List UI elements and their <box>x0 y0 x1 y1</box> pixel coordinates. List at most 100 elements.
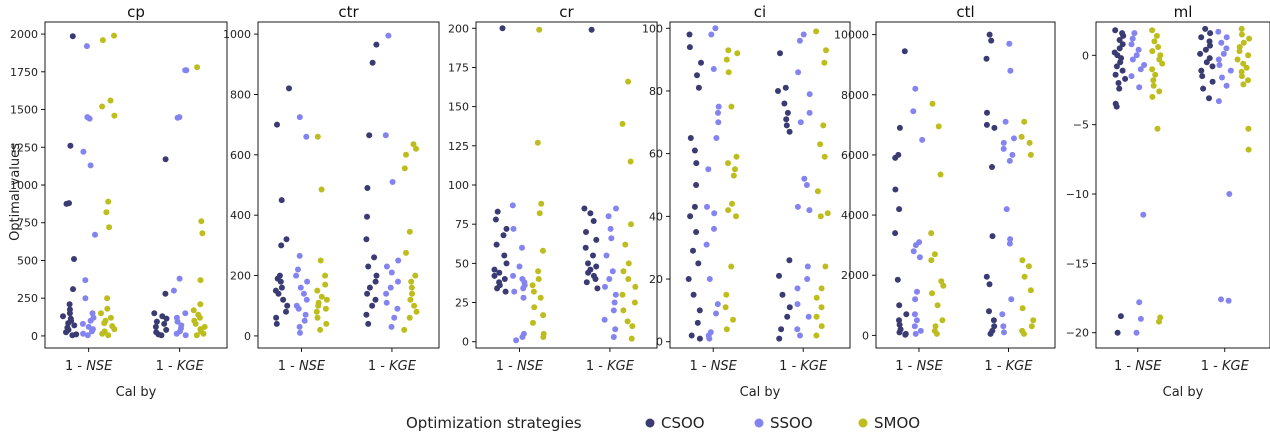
data-point-smoo <box>1149 66 1156 73</box>
data-point-ssoo <box>1216 62 1223 68</box>
data-point-ssoo <box>80 330 87 337</box>
y-tick-label: 1750 <box>10 66 38 79</box>
plot-frame <box>475 21 658 349</box>
data-point-smoo <box>722 304 729 311</box>
data-point-smoo <box>535 276 542 282</box>
data-point-smoo <box>729 200 735 207</box>
data-point-smoo <box>531 304 538 311</box>
data-point-csoo <box>687 135 694 141</box>
data-point-csoo <box>988 37 995 44</box>
x-tick-label: 1 - KGE <box>1201 359 1250 374</box>
data-point-ssoo <box>797 332 803 339</box>
data-point-smoo <box>619 291 626 298</box>
data-point-smoo <box>1019 305 1026 312</box>
data-point-ssoo <box>82 277 89 284</box>
subplot-ctl: ctl 0 2000 4000 6000 8000 10000 1 - NSE 1 - KGE <box>834 3 1056 374</box>
data-point-smoo <box>625 260 632 267</box>
data-point-smoo <box>104 295 111 302</box>
data-point-csoo <box>69 332 76 339</box>
data-point-csoo <box>496 269 503 276</box>
data-point-smoo <box>413 145 419 152</box>
legend-title: Optimization strategies <box>406 414 582 432</box>
data-point-ssoo <box>1227 67 1234 74</box>
data-point-csoo <box>503 260 510 267</box>
data-point-smoo <box>198 218 205 225</box>
data-point-csoo <box>585 269 592 276</box>
y-tick-label: 2000 <box>841 269 869 282</box>
data-point-smoo <box>1026 139 1033 146</box>
data-point-smoo <box>403 151 409 158</box>
data-point-csoo <box>364 213 370 220</box>
data-point-ssoo <box>296 114 303 121</box>
data-point-ssoo <box>1137 66 1144 73</box>
data-point-csoo <box>986 308 992 315</box>
data-point-csoo <box>1207 42 1213 49</box>
data-point-ssoo <box>1009 151 1016 158</box>
y-tick-label: 2000 <box>10 28 38 41</box>
data-point-smoo <box>929 100 936 107</box>
data-point-ssoo <box>613 205 619 212</box>
data-point-smoo <box>822 263 829 270</box>
data-point-smoo <box>725 47 732 54</box>
data-point-smoo <box>823 47 829 54</box>
data-point-csoo <box>903 311 910 318</box>
data-point-csoo <box>1113 103 1120 110</box>
data-point-ssoo <box>87 317 94 324</box>
data-point-smoo <box>935 123 942 130</box>
data-point-csoo <box>775 88 781 94</box>
y-tick-label: 0 <box>244 330 251 343</box>
data-point-ssoo <box>1129 35 1136 42</box>
data-point-smoo <box>111 112 118 119</box>
data-point-csoo <box>991 124 998 131</box>
data-point-smoo <box>723 56 730 63</box>
data-point-smoo <box>1240 81 1247 88</box>
data-point-csoo <box>983 121 990 128</box>
data-point-csoo <box>695 84 702 91</box>
data-point-smoo <box>723 291 730 298</box>
data-point-ssoo <box>516 263 523 270</box>
y-tick-label: 150 <box>448 101 469 114</box>
data-point-smoo <box>98 310 104 317</box>
data-point-smoo <box>813 28 820 35</box>
data-point-csoo <box>373 41 380 48</box>
data-point-smoo <box>813 313 820 320</box>
data-point-ssoo <box>388 269 395 276</box>
data-point-csoo <box>71 256 77 262</box>
data-point-ssoo <box>806 91 813 98</box>
data-point-csoo <box>696 307 703 314</box>
y-tick-label: 0 <box>31 330 38 343</box>
data-point-smoo <box>408 278 415 285</box>
data-point-smoo <box>1238 31 1245 38</box>
data-point-csoo <box>67 142 74 149</box>
data-point-csoo <box>502 288 509 295</box>
data-point-smoo <box>410 141 417 148</box>
data-point-smoo <box>622 241 629 248</box>
data-point-ssoo <box>714 301 721 308</box>
data-point-smoo <box>412 272 419 279</box>
data-point-ssoo <box>300 290 307 297</box>
data-point-ssoo <box>182 310 189 317</box>
data-point-smoo <box>318 293 325 300</box>
data-point-smoo <box>196 314 203 321</box>
data-point-smoo <box>99 330 106 337</box>
data-point-ssoo <box>797 119 804 126</box>
data-point-csoo <box>590 218 597 224</box>
data-point-csoo <box>1113 63 1120 70</box>
data-point-smoo <box>934 302 941 309</box>
panel-title: ctr <box>338 3 359 21</box>
data-point-ssoo <box>302 311 309 318</box>
data-point-smoo <box>530 288 537 295</box>
data-point-csoo <box>63 329 69 336</box>
data-point-smoo <box>818 323 825 330</box>
data-point-csoo <box>783 116 790 123</box>
data-point-csoo <box>499 25 506 32</box>
x-tick-label: 1 - NSE <box>689 359 737 374</box>
data-point-ssoo <box>917 327 924 334</box>
data-point-csoo <box>1203 59 1210 66</box>
y-axis-label: Optimal values <box>8 143 23 241</box>
data-point-csoo <box>902 331 909 338</box>
data-point-csoo <box>1206 95 1212 102</box>
data-point-csoo <box>364 185 371 191</box>
